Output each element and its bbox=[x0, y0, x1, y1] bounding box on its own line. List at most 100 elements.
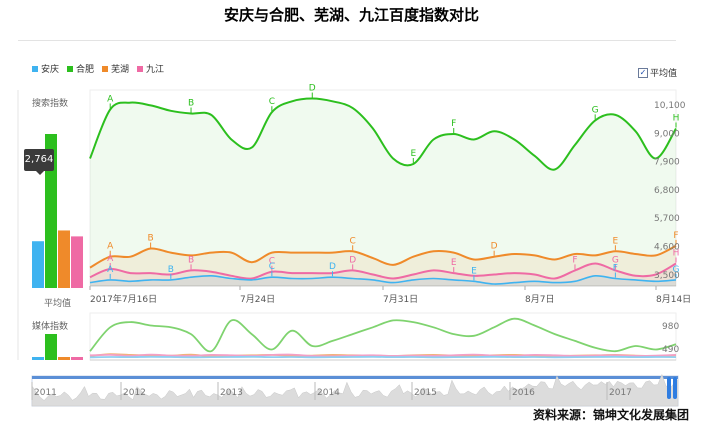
legend-swatch bbox=[137, 65, 144, 72]
average-checkbox[interactable]: ✓ 平均值 bbox=[637, 66, 677, 79]
timeline-year-label: 2012 bbox=[123, 388, 146, 398]
annotation-label: C bbox=[269, 97, 275, 107]
series-line-九江 bbox=[89, 262, 677, 280]
annotation-label: G bbox=[673, 265, 680, 275]
annotation-label: F bbox=[613, 264, 618, 274]
timeline-handle-left bbox=[667, 377, 671, 399]
timeline-year-label: 2011 bbox=[34, 388, 57, 398]
media-average-bar-2 bbox=[45, 334, 57, 360]
annotation-label: F bbox=[451, 119, 456, 129]
media-series-line-合肥 bbox=[89, 317, 677, 353]
x-tick-label: 2017年7月16日 bbox=[90, 293, 157, 305]
annotation-label: C bbox=[350, 236, 356, 246]
timeline-histogram bbox=[31, 373, 679, 407]
annotation-label: E bbox=[451, 258, 457, 268]
average-checkbox-label: 平均值 bbox=[649, 69, 677, 79]
legend-swatch bbox=[102, 65, 109, 72]
media-series-line-安庆 bbox=[89, 355, 677, 359]
annotation-label: B bbox=[168, 265, 174, 275]
legend-item-jiujiang[interactable]: 九江 bbox=[137, 62, 164, 75]
series-fill bbox=[90, 98, 676, 286]
y-tick-label: 7,900 bbox=[654, 158, 680, 168]
y-tick-label: 9,000 bbox=[654, 129, 680, 139]
legend-item-hefei[interactable]: 合肥 bbox=[67, 62, 94, 75]
annotation-label: D bbox=[349, 255, 356, 265]
y-axis-ticks: 10,100 9,000 7,900 6,800 5,700 4,600 3,500 bbox=[654, 101, 686, 281]
timeline-year-label: 2014 bbox=[317, 388, 340, 398]
media-y-tick-label: 490 bbox=[662, 345, 679, 355]
y-tick-label: 6,800 bbox=[654, 186, 680, 196]
annotation-label: E bbox=[410, 149, 416, 159]
annotation-label: B bbox=[188, 99, 194, 109]
annotation-label: A bbox=[107, 265, 114, 275]
y-tick-label: 10,100 bbox=[654, 101, 686, 111]
legend: 安庆 合肥 芜湖 九江 bbox=[32, 62, 164, 75]
timeline-handle-right bbox=[673, 377, 677, 399]
y-tick-label: 5,700 bbox=[654, 214, 680, 224]
series-fill bbox=[90, 275, 676, 286]
timeline-navigator[interactable]: 2011 2012 2013 2014 2015 2016 2017 bbox=[31, 373, 679, 407]
media-average-bar-4 bbox=[71, 357, 83, 360]
annotation-label: B bbox=[188, 255, 194, 265]
legend-label: 芜湖 bbox=[111, 65, 130, 75]
timeline-top-bar bbox=[32, 376, 678, 379]
annotation-label: D bbox=[329, 262, 336, 272]
top-border bbox=[18, 40, 676, 41]
main-series-lines bbox=[89, 97, 677, 285]
legend-label: 安庆 bbox=[41, 65, 60, 75]
media-average-bar-1 bbox=[32, 357, 44, 360]
average-bar-3 bbox=[58, 230, 70, 288]
checkbox-check-icon: ✓ bbox=[637, 67, 648, 78]
timeline-year-label: 2013 bbox=[220, 388, 243, 398]
legend-label: 合肥 bbox=[76, 65, 95, 75]
annotation-label: D bbox=[309, 84, 316, 94]
timeline-year-label: 2015 bbox=[414, 388, 437, 398]
media-series-line-九江 bbox=[89, 353, 677, 358]
series-line-安庆 bbox=[89, 274, 677, 285]
series-line-芜湖 bbox=[89, 244, 677, 269]
average-label: 平均值 bbox=[44, 299, 72, 309]
x-tick-label: 8月7日 bbox=[525, 294, 554, 305]
y-tick-label: 4,600 bbox=[654, 243, 680, 253]
annotation-label: A bbox=[107, 94, 114, 104]
average-bar-2 bbox=[45, 134, 57, 288]
media-index-label: 媒体指数 bbox=[32, 322, 69, 332]
annotation-label: G bbox=[612, 255, 619, 265]
legend-item-anqing[interactable]: 安庆 bbox=[32, 62, 59, 75]
legend-item-wuhu[interactable]: 芜湖 bbox=[102, 62, 129, 75]
annotation-label: F bbox=[572, 255, 577, 265]
x-axis-ticks: 2017年7月16日 7月24日 7月31日 8月7日 8月14日 bbox=[89, 286, 691, 305]
annotation-label: F bbox=[673, 231, 678, 241]
x-tick-label: 7月31日 bbox=[383, 294, 418, 305]
annotation-label: D bbox=[491, 242, 498, 252]
annotation-label: E bbox=[613, 236, 619, 246]
timeline-year-label: 2016 bbox=[512, 388, 535, 398]
average-bars bbox=[32, 134, 83, 288]
search-index-label: 搜索指数 bbox=[32, 99, 69, 109]
annotation-label: B bbox=[148, 234, 154, 244]
legend-swatch bbox=[32, 65, 38, 72]
media-chart: 980 490 bbox=[32, 312, 679, 361]
legend-swatch bbox=[67, 65, 74, 72]
annotation-label: C bbox=[269, 257, 275, 267]
source-note: 资料来源：锦坤文化发展集团 bbox=[532, 408, 689, 422]
value-tooltip: 2,764 bbox=[24, 149, 54, 175]
annotation-label: A bbox=[107, 254, 114, 264]
average-bar-4 bbox=[71, 236, 83, 288]
series-line-合肥 bbox=[89, 97, 677, 171]
chart-title: 安庆与合肥、芜湖、九江百度指数对比 bbox=[223, 6, 479, 24]
media-average-bar-3 bbox=[58, 357, 70, 360]
media-y-tick-label: 980 bbox=[662, 322, 679, 332]
legend-label: 九江 bbox=[146, 65, 165, 75]
annotation-label: A bbox=[107, 242, 114, 252]
average-bar-1 bbox=[32, 241, 44, 288]
media-plot-area bbox=[89, 312, 677, 361]
series-fill bbox=[90, 263, 676, 286]
timeline-year-label: 2017 bbox=[609, 388, 632, 398]
annotation-label: G bbox=[592, 105, 599, 115]
annotation-label: E bbox=[471, 266, 477, 276]
annotation-label: H bbox=[673, 114, 680, 124]
annotation-label: C bbox=[269, 262, 275, 272]
